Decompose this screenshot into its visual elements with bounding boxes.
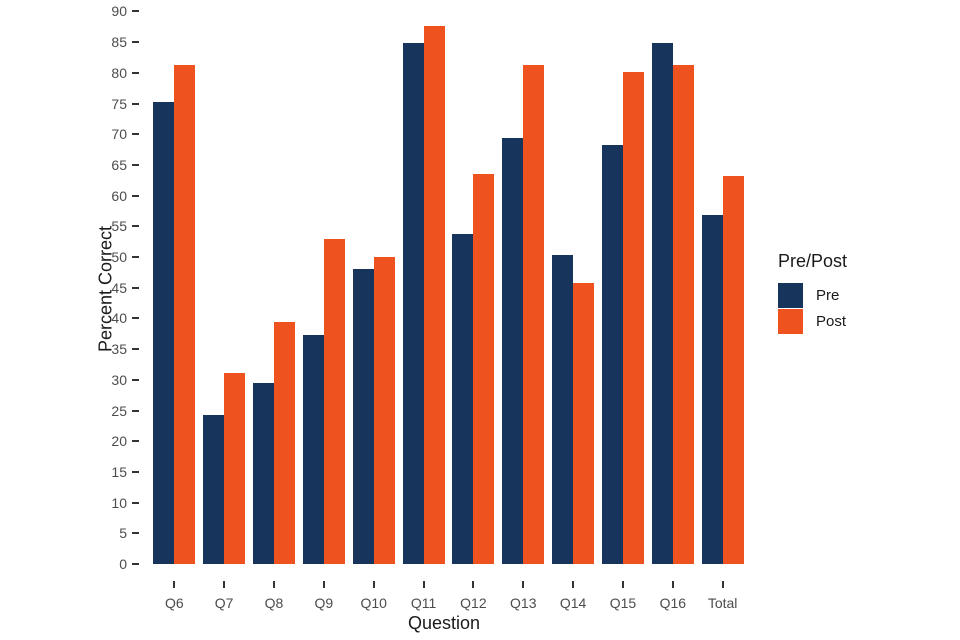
x-tick-label: Q15 (609, 595, 637, 611)
y-tick-mark (132, 194, 139, 197)
x-tick-mark (223, 581, 226, 588)
legend-items: Pre Post (778, 282, 847, 334)
y-tick-mark (132, 102, 139, 105)
bar-pre-q12 (452, 234, 474, 564)
x-tick-label: Q14 (559, 595, 587, 611)
y-tick-mark (132, 532, 139, 535)
y-tick-mark (132, 10, 139, 13)
x-tick-label: Q12 (460, 595, 487, 611)
legend-item-post: Post (778, 308, 847, 334)
x-tick-label: Q11 (410, 595, 437, 611)
y-tick-label: 15 (111, 463, 127, 480)
bar-pre-q14 (552, 254, 574, 564)
y-tick-mark (132, 440, 139, 443)
x-tick-mark (522, 581, 525, 588)
legend-item-pre: Pre (778, 282, 847, 308)
x-tick-mark (273, 581, 275, 588)
bar-pre-q7 (203, 414, 225, 564)
x-tick-mark (322, 581, 325, 588)
y-tick-label: 0 (119, 556, 127, 572)
y-tick-mark (132, 225, 139, 228)
bar-pre-q8 (253, 382, 274, 564)
x-tick-mark (721, 581, 724, 588)
y-tick-label: 80 (111, 64, 127, 81)
y-tick-mark (132, 286, 139, 289)
legend-swatch-post (778, 308, 803, 334)
y-tick-label: 90 (111, 3, 127, 20)
y-tick-mark (132, 563, 139, 565)
x-tick-mark (572, 581, 575, 588)
y-tick-mark (132, 163, 139, 166)
bar-pre-q15 (601, 144, 623, 564)
bar-pre-q6 (153, 101, 175, 564)
y-tick-label: 35 (111, 341, 127, 358)
x-tick-label: Q8 (264, 595, 284, 611)
bar-pre-q9 (302, 334, 324, 564)
y-tick-label: 70 (111, 126, 127, 143)
y-tick-mark (132, 71, 139, 74)
legend-label: Post (816, 312, 847, 330)
x-tick-mark (621, 581, 624, 588)
bar-post-q7 (224, 373, 246, 564)
y-tick-label: 50 (111, 249, 127, 265)
x-tick-mark (372, 581, 375, 588)
legend: Pre/Post Pre Post (778, 251, 847, 334)
y-tick-mark (132, 133, 139, 136)
y-tick-mark (132, 501, 139, 504)
x-tick-label: Total (707, 595, 738, 611)
bar-post-q11 (423, 26, 445, 564)
x-tick-label: Q13 (510, 595, 537, 611)
y-tick-mark (132, 317, 139, 320)
x-tick-mark (472, 581, 475, 588)
x-tick-label: Q10 (360, 595, 387, 611)
y-tick-label: 30 (111, 371, 127, 388)
bar-pre-q16 (651, 43, 673, 564)
bar-post-total (722, 175, 744, 564)
y-tick-mark (132, 378, 139, 381)
legend-title: Pre/Post (778, 251, 848, 271)
bar-pre-total (701, 214, 723, 564)
bar-post-q9 (323, 238, 345, 564)
y-tick-mark (132, 41, 139, 44)
y-tick-label: 10 (111, 494, 127, 511)
bar-post-q8 (274, 322, 295, 564)
x-axis-title: Question (407, 613, 481, 633)
bar-pre-q10 (352, 269, 374, 564)
x-tick-label: Q7 (214, 595, 234, 611)
bar-post-q13 (523, 64, 545, 564)
x-tick-mark (173, 581, 176, 588)
y-tick-label: 65 (111, 156, 127, 173)
bar-pre-q13 (502, 137, 524, 564)
y-tick-label: 25 (111, 402, 127, 419)
x-tick-label: Q6 (164, 595, 184, 611)
y-tick-label: 20 (111, 433, 127, 450)
y-tick-mark (132, 470, 139, 473)
bar-post-q14 (573, 282, 595, 564)
y-tick-label: 60 (111, 187, 127, 204)
bar-post-q16 (672, 64, 694, 564)
x-tick-mark (671, 581, 674, 588)
legend-swatch-pre (778, 282, 803, 308)
bar-pre-q11 (402, 43, 424, 564)
y-tick-mark (132, 348, 139, 351)
y-tick-label: 55 (111, 218, 127, 235)
y-tick-mark (132, 256, 139, 258)
y-tick-label: 40 (111, 310, 127, 327)
y-tick-label: 75 (111, 95, 127, 112)
bar-post-q12 (473, 174, 495, 564)
bar-post-q15 (622, 72, 644, 564)
y-tick-label: 5 (119, 525, 127, 542)
bar-post-q10 (373, 257, 395, 564)
y-tick-label: 85 (111, 34, 127, 51)
x-tick-label: Q16 (659, 595, 687, 611)
legend-label: Pre (816, 286, 840, 304)
x-tick-label: Q9 (314, 595, 334, 611)
y-tick-mark (132, 409, 139, 412)
x-tick-mark (422, 581, 425, 588)
bar-post-q6 (174, 64, 196, 564)
y-tick-label: 45 (111, 279, 127, 296)
